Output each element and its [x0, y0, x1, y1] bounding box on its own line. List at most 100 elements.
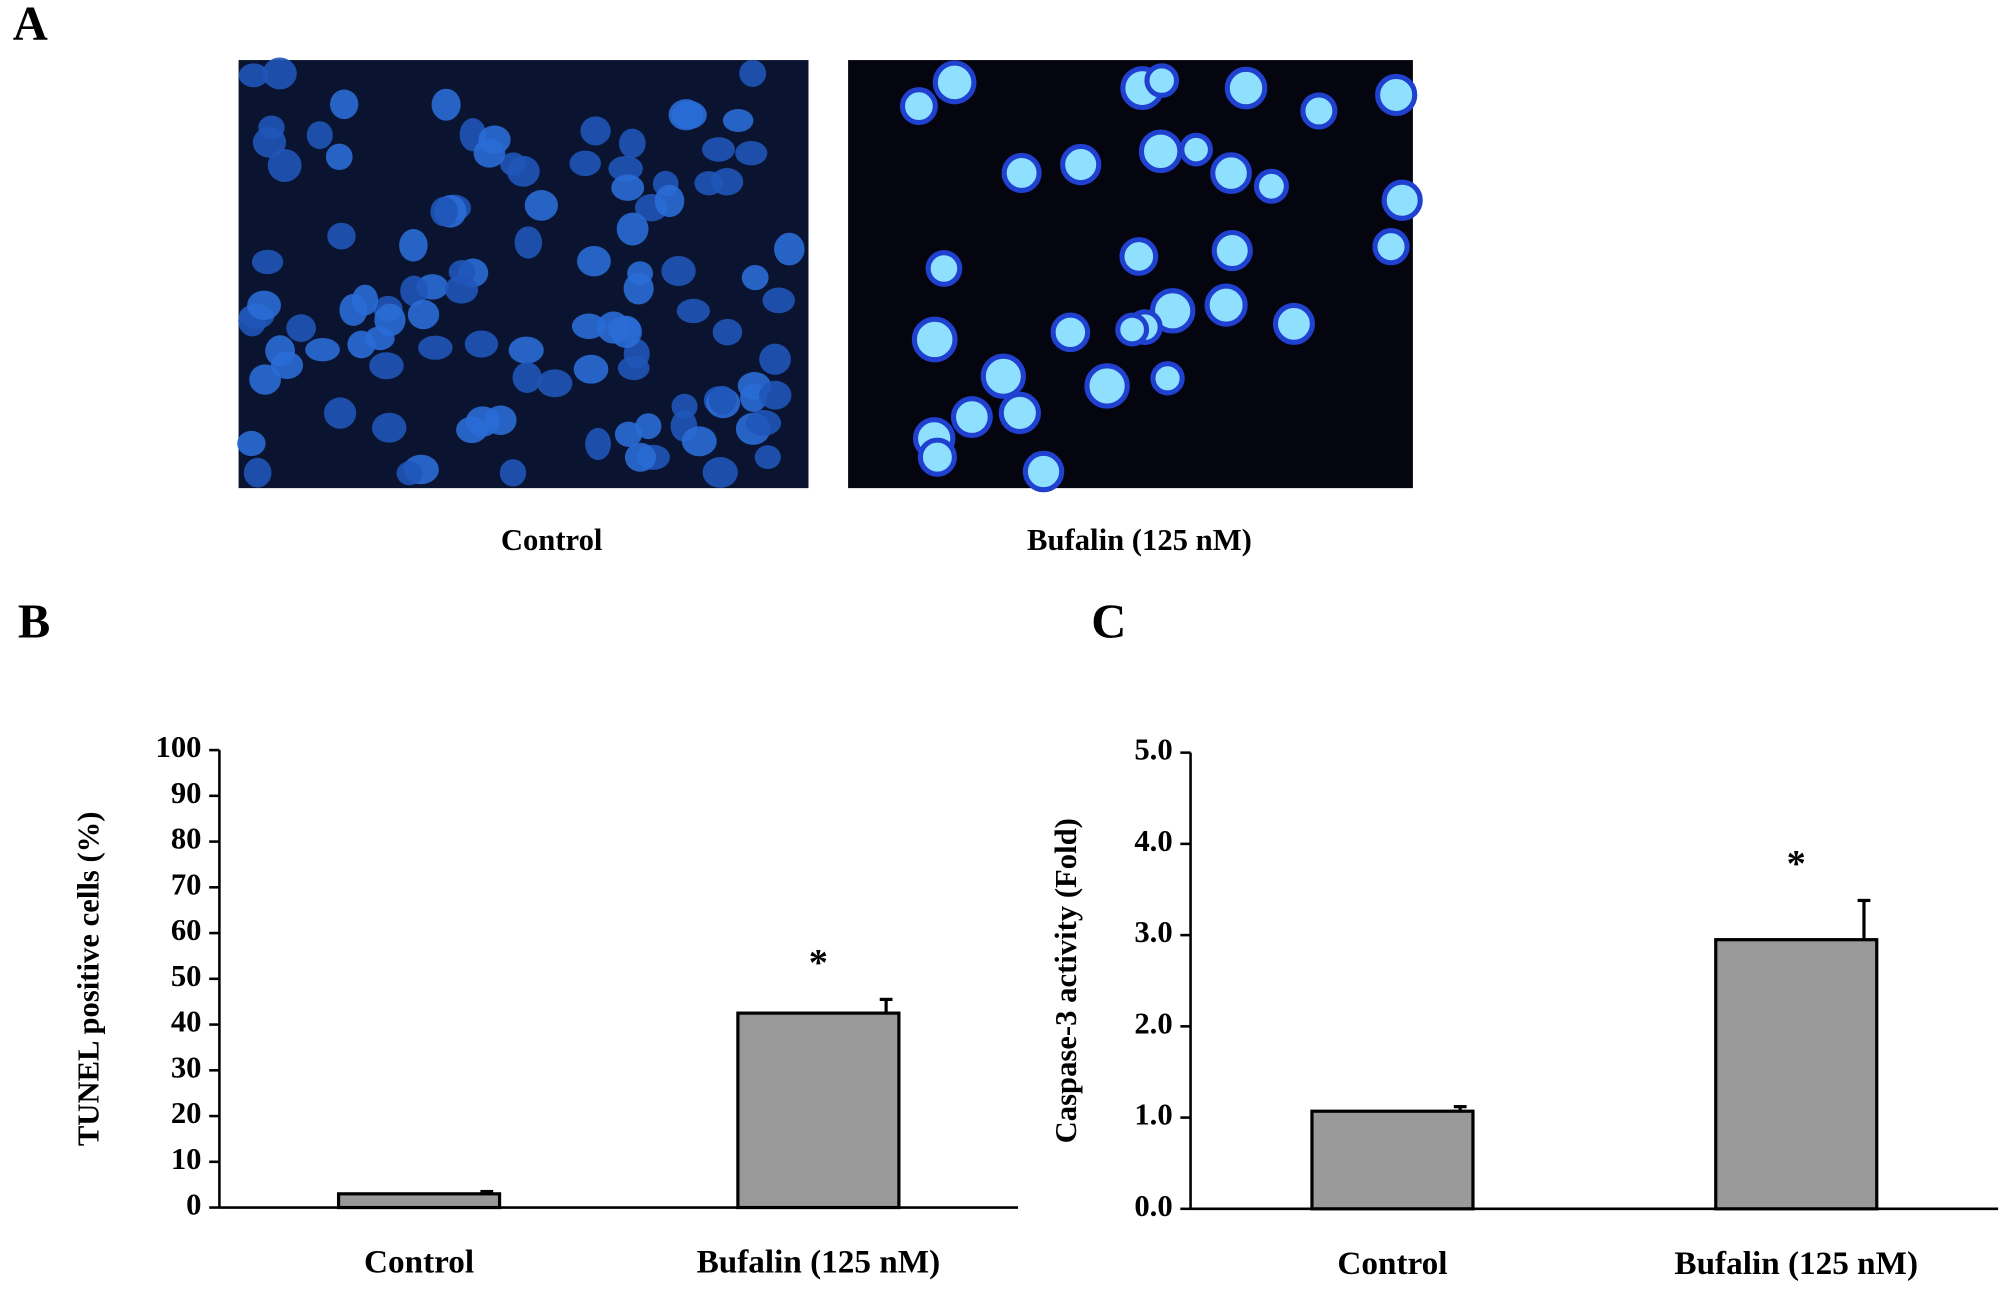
y-tick-label: 80 — [171, 822, 202, 856]
nucleus — [741, 265, 769, 291]
nucleus — [623, 272, 654, 305]
y-tick-label: 2.0 — [1134, 1006, 1172, 1040]
nucleus — [899, 87, 938, 126]
nucleus — [1210, 152, 1252, 195]
nucleus — [323, 397, 357, 429]
nucleus — [774, 232, 805, 266]
y-tick-label: 0 — [186, 1188, 201, 1222]
nucleus — [400, 275, 428, 307]
y-tick-label: 40 — [171, 1005, 202, 1039]
nucleus — [306, 121, 333, 150]
nucleus — [616, 212, 649, 246]
nucleus — [1381, 179, 1423, 221]
nucleus — [1138, 129, 1183, 174]
nucleus — [708, 385, 737, 415]
panel-label: A — [13, 0, 48, 50]
nucleus — [702, 457, 738, 488]
nucleus — [759, 380, 792, 410]
nucleus — [1300, 92, 1338, 130]
x-tick-label: Bufalin (125 nM) — [697, 1244, 941, 1281]
nucleus — [270, 351, 304, 380]
nucleus — [569, 150, 601, 177]
nucleus — [681, 426, 717, 457]
nucleus — [1179, 132, 1213, 167]
y-tick-label: 5.0 — [1134, 733, 1172, 767]
y-axis-label: TUNEL positive cells (%) — [72, 811, 106, 1146]
nucleus — [396, 461, 423, 486]
panel-label: C — [1091, 594, 1126, 648]
y-tick-label: 4.0 — [1134, 824, 1172, 858]
nucleus — [585, 427, 611, 461]
nucleus — [611, 174, 645, 201]
nucleus — [418, 335, 453, 360]
y-tick-label: 30 — [171, 1050, 202, 1084]
y-tick-label: 20 — [171, 1096, 202, 1130]
nucleus — [473, 138, 506, 168]
nucleus — [247, 290, 281, 321]
nucleus — [430, 196, 458, 227]
nucleus — [327, 222, 356, 250]
nucleus — [618, 128, 646, 159]
nucleus — [444, 275, 479, 304]
y-tick-label: 90 — [171, 776, 202, 810]
y-tick-label: 60 — [171, 913, 202, 947]
nucleus — [399, 229, 428, 262]
nucleus — [950, 396, 993, 439]
nucleus — [676, 298, 710, 324]
nucleus — [759, 343, 791, 375]
nucleus — [762, 287, 795, 314]
nucleus — [1050, 312, 1091, 353]
nucleus — [671, 100, 707, 130]
nucleus — [580, 116, 611, 146]
nucleus — [624, 442, 657, 472]
nucleus — [1211, 229, 1253, 272]
nucleus — [917, 437, 957, 477]
nucleus — [238, 63, 269, 88]
nucleus — [654, 184, 685, 218]
bar — [336, 1192, 502, 1210]
cells — [899, 60, 1423, 493]
y-tick-label: 3.0 — [1134, 915, 1172, 949]
bar — [1714, 938, 1879, 1211]
y-tick-label: 70 — [171, 867, 202, 901]
nucleus — [754, 445, 781, 470]
nucleus — [1022, 450, 1065, 493]
nucleus — [571, 313, 606, 339]
y-tick-label: 100 — [156, 730, 202, 764]
nucleus — [671, 393, 698, 420]
nucleus — [739, 59, 767, 87]
nucleus — [712, 318, 743, 346]
nucleus — [464, 330, 499, 358]
nucleus — [1084, 363, 1130, 409]
nucleus — [735, 140, 768, 166]
image-caption: Bufalin (125 nM) — [1027, 523, 1252, 557]
y-axis-label: Caspase-3 activity (Fold) — [1049, 818, 1083, 1143]
bar — [736, 1011, 901, 1210]
y-tick-label: 0.0 — [1134, 1189, 1172, 1223]
nucleus — [1001, 152, 1042, 193]
nucleus — [514, 226, 543, 259]
x-tick-label: Control — [364, 1244, 474, 1281]
nucleus — [617, 356, 650, 381]
x-tick-label: Control — [1337, 1245, 1447, 1282]
significance-mark: * — [1787, 843, 1806, 885]
nucleus — [911, 316, 958, 363]
y-tick-label: 10 — [171, 1142, 202, 1176]
nucleus — [372, 412, 407, 443]
nucleus — [1272, 302, 1315, 345]
nucleus — [596, 311, 630, 344]
nucleus — [722, 108, 754, 132]
nucleus — [694, 171, 724, 196]
y-tick-label: 50 — [171, 959, 202, 993]
nucleus — [512, 362, 542, 393]
nucleus — [1253, 168, 1289, 204]
nucleus — [573, 354, 609, 384]
nucleus — [262, 57, 297, 90]
y-tick-label: 1.0 — [1134, 1098, 1172, 1132]
nucleus — [577, 245, 611, 277]
nucleus — [431, 88, 461, 121]
nucleus — [661, 256, 696, 287]
nucleus — [980, 353, 1026, 399]
nucleus — [286, 314, 316, 342]
